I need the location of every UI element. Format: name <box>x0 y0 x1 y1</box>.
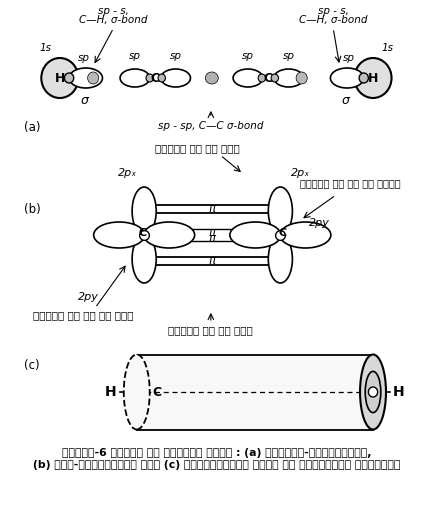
Text: C: C <box>151 71 160 84</box>
Text: चित्र-6 एथाइन का कक्षीय आरेख : (a) सिग्मा-अतिव्यापन,: चित्र-6 एथाइन का कक्षीय आरेख : (a) सिग्म… <box>61 448 371 458</box>
Ellipse shape <box>258 74 265 82</box>
Text: C: C <box>278 228 286 238</box>
Ellipse shape <box>158 74 165 82</box>
Text: पृष्ठ के तल में: पृष्ठ के तल में <box>168 325 253 335</box>
Text: (a): (a) <box>24 121 40 134</box>
Text: sp: sp <box>78 53 90 63</box>
Circle shape <box>355 58 391 98</box>
Text: 2py: 2py <box>78 292 99 302</box>
Ellipse shape <box>296 72 307 84</box>
Text: sp: sp <box>129 51 141 61</box>
Ellipse shape <box>233 69 263 87</box>
Text: C—H, σ-bond: C—H, σ-bond <box>79 15 148 25</box>
Ellipse shape <box>65 73 74 83</box>
Circle shape <box>368 387 378 397</box>
Ellipse shape <box>120 69 150 87</box>
Ellipse shape <box>360 355 386 430</box>
Bar <box>137 355 373 430</box>
Ellipse shape <box>144 222 195 248</box>
Text: H: H <box>393 385 405 399</box>
Text: पृष्ठ के तल के ऊपर: पृष्ठ के तल के ऊपर <box>33 310 133 320</box>
Circle shape <box>41 58 78 98</box>
Ellipse shape <box>161 69 191 87</box>
Ellipse shape <box>87 72 99 84</box>
Text: σ: σ <box>81 94 89 107</box>
Text: sp: sp <box>283 51 295 61</box>
Text: sp: sp <box>170 51 182 61</box>
Text: π: π <box>208 203 215 216</box>
Ellipse shape <box>146 74 153 82</box>
Text: 2py: 2py <box>309 218 330 228</box>
Text: π: π <box>208 254 215 267</box>
Ellipse shape <box>280 222 331 248</box>
Text: C: C <box>138 228 146 238</box>
Text: sp - s,: sp - s, <box>98 6 129 16</box>
Text: पृष्ठ के तल में: पृष्ठ के तल में <box>155 143 239 153</box>
Ellipse shape <box>69 68 103 88</box>
Ellipse shape <box>268 235 292 283</box>
Ellipse shape <box>330 68 364 88</box>
Text: H: H <box>105 385 116 399</box>
Text: 1s: 1s <box>39 43 51 53</box>
Ellipse shape <box>230 222 281 248</box>
Ellipse shape <box>124 355 150 430</box>
Text: π: π <box>208 225 215 238</box>
Ellipse shape <box>132 187 156 235</box>
Text: 2pₓ: 2pₓ <box>291 168 310 178</box>
Ellipse shape <box>271 74 278 82</box>
Ellipse shape <box>268 187 292 235</box>
Ellipse shape <box>132 235 156 283</box>
Text: (b) पाई-अतिव्यापन तथा (c) इलेक्ट्रॉन अभ्र की बेलनाकार प्रकृति: (b) पाई-अतिव्यापन तथा (c) इलेक्ट्रॉन अभ्… <box>33 460 400 470</box>
Text: sp - sp, C—C σ-bond: sp - sp, C—C σ-bond <box>158 121 264 131</box>
Text: C: C <box>264 71 273 84</box>
Ellipse shape <box>205 72 218 84</box>
Text: H: H <box>368 71 378 84</box>
Ellipse shape <box>94 222 145 248</box>
Text: (b): (b) <box>24 204 40 217</box>
Text: C: C <box>152 386 162 399</box>
Text: sp: sp <box>242 51 254 61</box>
Ellipse shape <box>274 69 304 87</box>
Text: पृष्ठ के तल के नीचे: पृष्ठ के तल के नीचे <box>300 178 400 188</box>
Text: 2pₓ: 2pₓ <box>118 168 137 178</box>
Text: C—H, σ-bond: C—H, σ-bond <box>299 15 368 25</box>
Text: 1s: 1s <box>382 43 394 53</box>
Ellipse shape <box>365 371 381 413</box>
Ellipse shape <box>359 73 368 83</box>
Text: sp: sp <box>343 53 355 63</box>
Text: σ: σ <box>341 94 349 107</box>
Text: sp - s,: sp - s, <box>318 6 349 16</box>
Text: H: H <box>55 71 65 84</box>
Text: π: π <box>208 232 215 245</box>
Text: (c): (c) <box>24 358 39 372</box>
